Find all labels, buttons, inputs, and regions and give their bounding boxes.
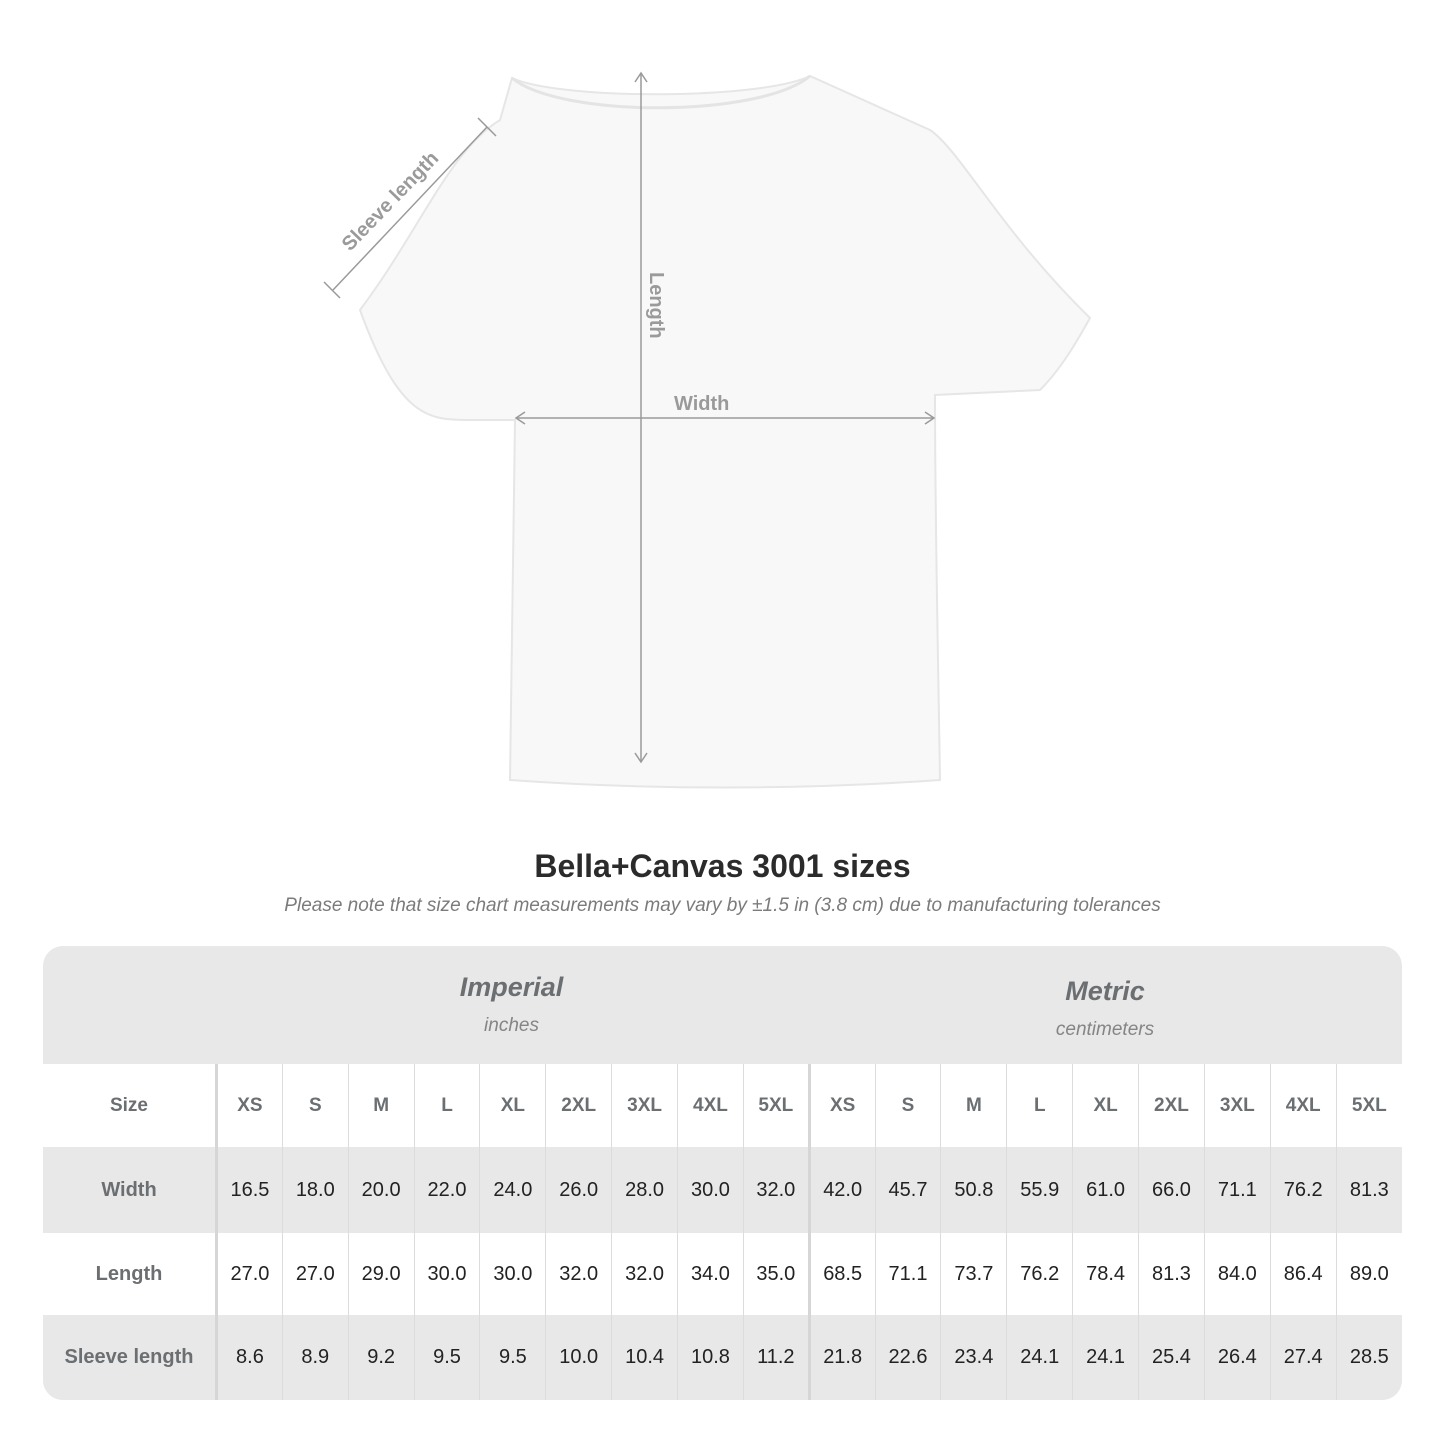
metric-value-cell: 76.2 [1006,1233,1073,1315]
imperial-value-cell: 11.2 [742,1315,810,1400]
imperial-value-cell: 10.0 [545,1315,612,1400]
imperial-value-cell: 9.5 [479,1315,546,1400]
metric-value-cell: 26.4 [1203,1315,1271,1400]
size-imperial-5XL: 5XL [742,1064,810,1147]
imperial-value-cell: 20.0 [347,1147,415,1233]
size-table: Imperial inches Metric centimeters Size X… [43,946,1402,1400]
imperial-value-cell: 30.0 [479,1233,546,1315]
tolerance-note: Please note that size chart measurements… [284,895,1161,916]
size-imperial-S: S [281,1064,349,1147]
metric-value-cell: 68.5 [807,1233,876,1315]
row-label: Sleeve length [64,1346,194,1368]
metric-value-cell: 50.8 [940,1147,1007,1233]
metric-value-cell: 81.3 [1138,1233,1205,1315]
size-metric-M: M [940,1064,1007,1147]
metric-value-cell: 73.7 [940,1233,1007,1315]
imperial-value-cell: 10.4 [611,1315,678,1400]
metric-value-cell: 45.7 [874,1147,941,1233]
imperial-value-cell: 30.0 [413,1233,480,1315]
size-metric-2XL: 2XL [1138,1064,1205,1147]
metric-value-cell: 66.0 [1138,1147,1205,1233]
table-row: Length 27.0 27.0 29.0 30.0 30.0 32.0 32.0 34.0 35… [43,1233,1402,1315]
metric-header: Metric centimeters [1055,976,1155,1040]
metric-value-cell: 86.4 [1269,1233,1337,1315]
size-label: Size [109,1094,149,1116]
width-label: Width [674,393,729,415]
metric-value-cell: 71.1 [1203,1147,1271,1233]
size-metric-3XL: 3XL [1203,1064,1271,1147]
imperial-value-cell: 32.0 [545,1233,612,1315]
measure-arrows [323,71,936,764]
size-metric-5XL: 5XL [1335,1064,1402,1147]
metric-value-cell: 76.2 [1269,1147,1337,1233]
row-label: Length [95,1262,163,1285]
size-metric-4XL: 4XL [1269,1064,1337,1147]
imperial-value-cell: 27.0 [281,1233,349,1315]
metric-value-cell: 61.0 [1072,1147,1139,1233]
table-row: Width 16.5 18.0 20.0 22.0 24.0 26.0 28.0 30.0 32.… [43,1147,1402,1233]
size-grid: Size XS S M L XL 2XL 3XL 4XL 5XL XS S M L XL 2XL 3XL 4XL 5… [43,1064,1402,1400]
imperial-value-cell: 29.0 [347,1233,415,1315]
tshirt-diagram: Sleeve length Length Width [323,71,1092,789]
metric-value-cell: 27.4 [1269,1315,1337,1400]
size-metric-XL: XL [1072,1064,1139,1147]
row-label: Width [101,1178,157,1201]
imperial-value-cell: 16.5 [215,1147,283,1233]
metric-value-cell: 28.5 [1335,1315,1402,1400]
imperial-value-cell: 28.0 [611,1147,678,1233]
size-metric-XS: XS [807,1064,876,1147]
imperial-value-cell: 26.0 [545,1147,612,1233]
size-header-row: Size XS S M L XL 2XL 3XL 4XL 5XL XS S M L XL 2XL 3XL 4XL 5… [43,1064,1402,1147]
chart-title: Bella+Canvas 3001 sizes [534,848,911,884]
size-imperial-2XL: 2XL [545,1064,612,1147]
imperial-value-cell: 32.0 [742,1147,810,1233]
imperial-value-cell: 18.0 [281,1147,349,1233]
metric-value-cell: 71.1 [874,1233,941,1315]
metric-value-cell: 81.3 [1335,1147,1402,1233]
length-label: Length [645,272,667,339]
imperial-value-cell: 22.0 [413,1147,480,1233]
metric-value-cell: 55.9 [1006,1147,1073,1233]
metric-value-cell: 23.4 [940,1315,1007,1400]
imperial-value-cell: 27.0 [215,1233,283,1315]
metric-value-cell: 25.4 [1138,1315,1205,1400]
metric-value-cell: 21.8 [807,1315,876,1400]
size-imperial-M: M [347,1064,415,1147]
size-imperial-4XL: 4XL [677,1064,744,1147]
imperial-value-cell: 35.0 [742,1233,810,1315]
imperial-value-cell: 32.0 [611,1233,678,1315]
size-imperial-3XL: 3XL [611,1064,678,1147]
size-imperial-XS: XS [215,1064,283,1147]
size-metric-S: S [874,1064,941,1147]
metric-value-cell: 42.0 [807,1147,876,1233]
imperial-value-cell: 8.9 [281,1315,349,1400]
imperial-value-cell: 30.0 [677,1147,744,1233]
metric-value-cell: 89.0 [1335,1233,1402,1315]
metric-value-cell: 78.4 [1072,1233,1139,1315]
imperial-value-cell: 24.0 [479,1147,546,1233]
metric-value-cell: 24.1 [1072,1315,1139,1400]
metric-value-cell: 84.0 [1203,1233,1271,1315]
imperial-value-cell: 34.0 [677,1233,744,1315]
table-row: Sleeve length 8.6 8.9 9.2 9.5 9.5 10.0 10.4 10.8… [43,1315,1402,1400]
size-metric-L: L [1006,1064,1073,1147]
imperial-value-cell: 8.6 [215,1315,283,1400]
imperial-value-cell: 9.2 [347,1315,415,1400]
imperial-value-cell: 10.8 [677,1315,744,1400]
size-imperial-L: L [413,1064,480,1147]
imperial-value-cell: 9.5 [413,1315,480,1400]
size-imperial-XL: XL [479,1064,546,1147]
metric-value-cell: 24.1 [1006,1315,1073,1400]
imperial-header: Imperial inches [459,972,564,1036]
tshirt-illustration [358,74,1092,789]
metric-value-cell: 22.6 [874,1315,941,1400]
